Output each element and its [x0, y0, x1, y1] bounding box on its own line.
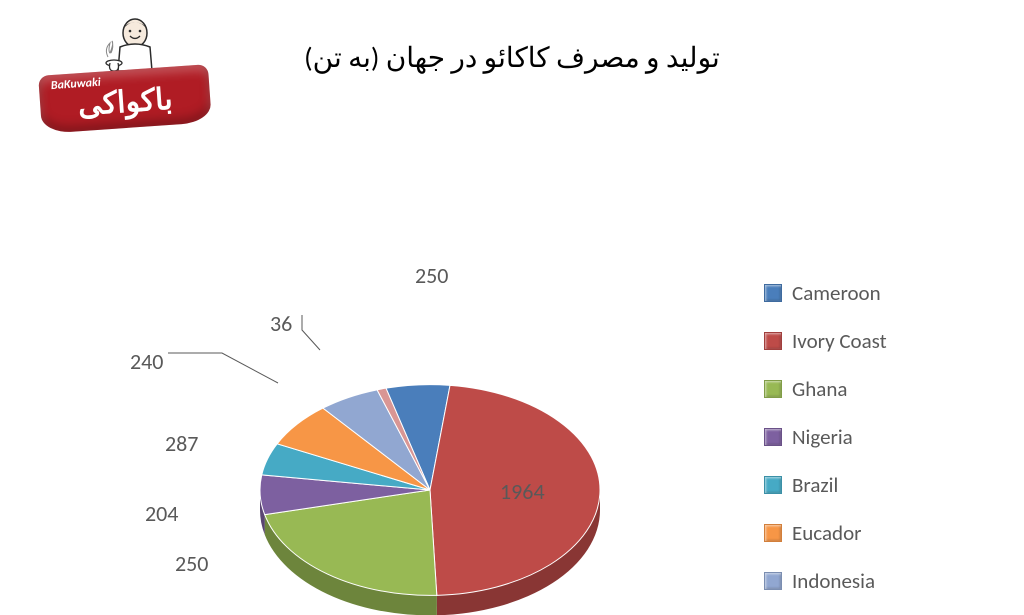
legend-label: Nigeria: [792, 424, 853, 450]
legend-swatch: [764, 428, 782, 446]
legend-label: Indonesia: [792, 568, 875, 594]
legend-swatch: [764, 332, 782, 350]
legend-label: Ghana: [792, 376, 847, 402]
legend-swatch: [764, 572, 782, 590]
legend-item: Eucador: [764, 520, 994, 546]
legend-label: Ivory Coast: [792, 328, 887, 354]
legend-label: Brazil: [792, 472, 838, 498]
data-label: 287: [165, 430, 198, 457]
data-label: 204: [145, 500, 178, 527]
data-label: 250: [175, 550, 208, 577]
legend-label: Cameroon: [792, 280, 881, 306]
data-label: 240: [130, 348, 163, 375]
legend-label: Eucador: [792, 520, 861, 546]
legend-item: Cameroon: [764, 280, 994, 306]
pie-chart: [250, 310, 610, 615]
legend-item: Ivory Coast: [764, 328, 994, 354]
legend-item: Indonesia: [764, 568, 994, 594]
brand-logo: BaKuwaki باکواکی: [40, 15, 210, 128]
legend: Cameroon Ivory Coast Ghana Nigeria Brazil Euc…: [764, 280, 994, 615]
legend-swatch: [764, 524, 782, 542]
pie-chart-area: 250196490525020428724036 CameroonIvory C…: [0, 130, 1024, 600]
data-label: 1964: [500, 478, 545, 505]
logo-badge: BaKuwaki باکواکی: [38, 64, 212, 134]
legend-item: Nigeria: [764, 424, 994, 450]
legend-swatch: [764, 476, 782, 494]
legend-item: Brazil: [764, 472, 994, 498]
legend-swatch: [764, 284, 782, 302]
data-label: 36: [270, 310, 292, 337]
legend-swatch: [764, 380, 782, 398]
data-label: 250: [415, 262, 448, 289]
legend-item: Ghana: [764, 376, 994, 402]
